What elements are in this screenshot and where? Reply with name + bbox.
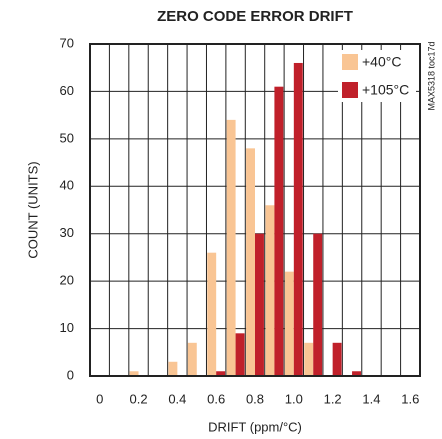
bar <box>352 371 361 376</box>
x-tick-label: 1.2 <box>324 391 342 406</box>
y-tick-label: 70 <box>60 35 74 50</box>
bar <box>304 342 314 376</box>
figure-note: MAX5318 toc17d <box>426 41 436 110</box>
x-tick-label: 0.6 <box>207 391 225 406</box>
bar <box>284 271 294 376</box>
x-tick-label: 0.2 <box>129 391 147 406</box>
x-tick-label: 1.6 <box>401 391 419 406</box>
bar <box>235 333 245 376</box>
bar <box>332 342 342 376</box>
bar <box>168 361 178 376</box>
x-tick-label: 1.0 <box>285 391 303 406</box>
legend-label: +105°C <box>362 82 409 98</box>
y-axis-label: COUNT (UNITS) <box>25 161 40 258</box>
bar <box>216 371 226 376</box>
bar <box>226 119 236 376</box>
plot-frame <box>89 43 421 377</box>
bar <box>265 205 275 376</box>
y-tick-label: 30 <box>60 225 74 240</box>
x-tick-label: 0 <box>96 391 103 406</box>
y-tick-label: 10 <box>60 320 74 335</box>
legend-swatch <box>342 54 358 70</box>
y-tick-label: 0 <box>67 367 74 382</box>
legend-swatch <box>342 82 358 98</box>
bar <box>313 233 323 376</box>
bar <box>129 371 139 376</box>
bar <box>255 233 264 376</box>
y-tick-label: 50 <box>60 130 74 145</box>
y-tick-label: 60 <box>60 83 74 98</box>
x-tick-label: 1.4 <box>362 391 380 406</box>
x-tick-label: 0.8 <box>246 391 264 406</box>
bar <box>246 148 255 376</box>
chart-title: ZERO CODE ERROR DRIFT <box>157 8 353 25</box>
bar <box>187 342 197 376</box>
bar <box>293 62 303 376</box>
bar <box>207 252 217 376</box>
bar <box>274 86 284 376</box>
y-tick-label: 20 <box>60 273 74 288</box>
legend-label: +40°C <box>362 54 401 70</box>
y-tick-label: 40 <box>60 178 74 193</box>
x-axis-label: DRIFT (ppm/°C) <box>208 419 302 434</box>
x-tick-label: 0.4 <box>168 391 186 406</box>
